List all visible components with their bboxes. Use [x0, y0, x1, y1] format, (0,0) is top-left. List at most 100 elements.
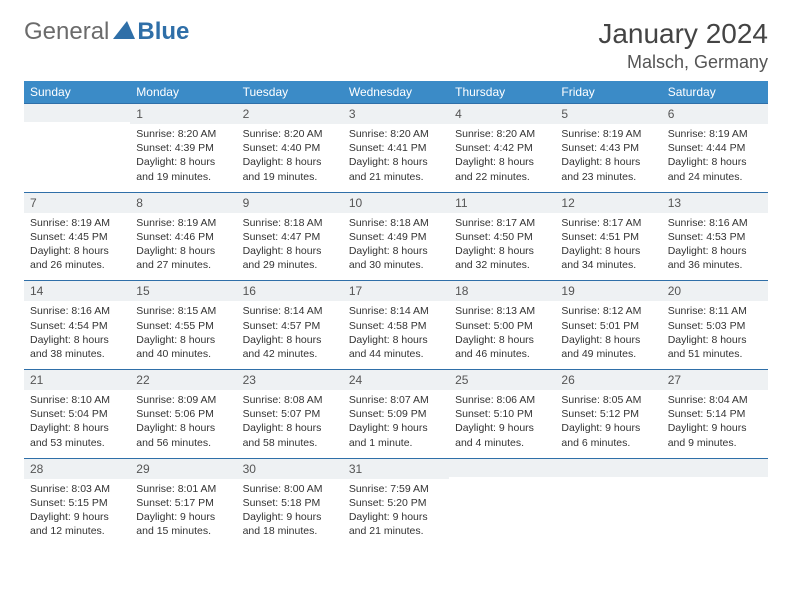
day-number: 28 — [24, 459, 130, 479]
day-cell: 27Sunrise: 8:04 AMSunset: 5:14 PMDayligh… — [662, 370, 768, 459]
day-number — [449, 459, 555, 477]
day-cell: 17Sunrise: 8:14 AMSunset: 4:58 PMDayligh… — [343, 281, 449, 370]
sunset-text: Sunset: 4:46 PM — [136, 230, 230, 244]
day-cell: 19Sunrise: 8:12 AMSunset: 5:01 PMDayligh… — [555, 281, 661, 370]
day-number — [24, 104, 130, 122]
sunrise-text: Sunrise: 8:18 AM — [349, 216, 443, 230]
day-cell: 13Sunrise: 8:16 AMSunset: 4:53 PMDayligh… — [662, 192, 768, 281]
daylight-text: Daylight: 9 hours and 4 minutes. — [455, 421, 549, 449]
day-cell: 24Sunrise: 8:07 AMSunset: 5:09 PMDayligh… — [343, 370, 449, 459]
day-number: 4 — [449, 104, 555, 124]
sunset-text: Sunset: 5:00 PM — [455, 319, 549, 333]
sunset-text: Sunset: 4:50 PM — [455, 230, 549, 244]
day-cell: 9Sunrise: 8:18 AMSunset: 4:47 PMDaylight… — [237, 192, 343, 281]
day-number: 10 — [343, 193, 449, 213]
day-details: Sunrise: 8:01 AMSunset: 5:17 PMDaylight:… — [130, 479, 236, 547]
sunset-text: Sunset: 4:39 PM — [136, 141, 230, 155]
day-cell: 14Sunrise: 8:16 AMSunset: 4:54 PMDayligh… — [24, 281, 130, 370]
day-cell: 1Sunrise: 8:20 AMSunset: 4:39 PMDaylight… — [130, 104, 236, 193]
title-block: January 2024 Malsch, Germany — [598, 18, 768, 73]
day-number: 25 — [449, 370, 555, 390]
daylight-text: Daylight: 8 hours and 24 minutes. — [668, 155, 762, 183]
sunrise-text: Sunrise: 8:19 AM — [30, 216, 124, 230]
day-cell: 21Sunrise: 8:10 AMSunset: 5:04 PMDayligh… — [24, 370, 130, 459]
sunrise-text: Sunrise: 8:01 AM — [136, 482, 230, 496]
day-number: 17 — [343, 281, 449, 301]
day-header: Sunday — [24, 81, 130, 104]
sunset-text: Sunset: 5:15 PM — [30, 496, 124, 510]
daylight-text: Daylight: 9 hours and 9 minutes. — [668, 421, 762, 449]
sunset-text: Sunset: 4:51 PM — [561, 230, 655, 244]
week-row: 21Sunrise: 8:10 AMSunset: 5:04 PMDayligh… — [24, 370, 768, 459]
day-cell: 25Sunrise: 8:06 AMSunset: 5:10 PMDayligh… — [449, 370, 555, 459]
day-cell: 28Sunrise: 8:03 AMSunset: 5:15 PMDayligh… — [24, 458, 130, 546]
daylight-text: Daylight: 8 hours and 40 minutes. — [136, 333, 230, 361]
logo: General Blue — [24, 18, 189, 46]
day-details: Sunrise: 8:04 AMSunset: 5:14 PMDaylight:… — [662, 390, 768, 458]
day-number: 7 — [24, 193, 130, 213]
day-details: Sunrise: 8:13 AMSunset: 5:00 PMDaylight:… — [449, 301, 555, 369]
sunrise-text: Sunrise: 8:16 AM — [668, 216, 762, 230]
sunrise-text: Sunrise: 8:19 AM — [668, 127, 762, 141]
day-details — [449, 477, 555, 527]
sunset-text: Sunset: 4:58 PM — [349, 319, 443, 333]
day-details: Sunrise: 8:17 AMSunset: 4:50 PMDaylight:… — [449, 213, 555, 281]
sunset-text: Sunset: 5:01 PM — [561, 319, 655, 333]
sunrise-text: Sunrise: 8:07 AM — [349, 393, 443, 407]
sunset-text: Sunset: 4:42 PM — [455, 141, 549, 155]
sunrise-text: Sunrise: 8:11 AM — [668, 304, 762, 318]
sunset-text: Sunset: 4:43 PM — [561, 141, 655, 155]
day-details: Sunrise: 8:20 AMSunset: 4:42 PMDaylight:… — [449, 124, 555, 192]
daylight-text: Daylight: 8 hours and 27 minutes. — [136, 244, 230, 272]
sunset-text: Sunset: 4:44 PM — [668, 141, 762, 155]
day-details: Sunrise: 8:14 AMSunset: 4:58 PMDaylight:… — [343, 301, 449, 369]
sunset-text: Sunset: 5:12 PM — [561, 407, 655, 421]
day-details: Sunrise: 8:10 AMSunset: 5:04 PMDaylight:… — [24, 390, 130, 458]
sunset-text: Sunset: 4:49 PM — [349, 230, 443, 244]
sunset-text: Sunset: 5:06 PM — [136, 407, 230, 421]
sunrise-text: Sunrise: 8:20 AM — [349, 127, 443, 141]
sunset-text: Sunset: 4:40 PM — [243, 141, 337, 155]
daylight-text: Daylight: 8 hours and 56 minutes. — [136, 421, 230, 449]
day-number: 19 — [555, 281, 661, 301]
day-number: 15 — [130, 281, 236, 301]
day-number: 20 — [662, 281, 768, 301]
daylight-text: Daylight: 8 hours and 49 minutes. — [561, 333, 655, 361]
sunset-text: Sunset: 5:18 PM — [243, 496, 337, 510]
day-cell: 18Sunrise: 8:13 AMSunset: 5:00 PMDayligh… — [449, 281, 555, 370]
day-details: Sunrise: 8:08 AMSunset: 5:07 PMDaylight:… — [237, 390, 343, 458]
sunset-text: Sunset: 4:45 PM — [30, 230, 124, 244]
month-title: January 2024 — [598, 18, 768, 50]
header: General Blue January 2024 Malsch, German… — [24, 18, 768, 73]
daylight-text: Daylight: 8 hours and 22 minutes. — [455, 155, 549, 183]
daylight-text: Daylight: 8 hours and 19 minutes. — [136, 155, 230, 183]
day-details: Sunrise: 8:15 AMSunset: 4:55 PMDaylight:… — [130, 301, 236, 369]
day-header: Thursday — [449, 81, 555, 104]
day-number: 23 — [237, 370, 343, 390]
day-details: Sunrise: 8:07 AMSunset: 5:09 PMDaylight:… — [343, 390, 449, 458]
sunset-text: Sunset: 5:09 PM — [349, 407, 443, 421]
daylight-text: Daylight: 8 hours and 23 minutes. — [561, 155, 655, 183]
daylight-text: Daylight: 8 hours and 26 minutes. — [30, 244, 124, 272]
day-details — [555, 477, 661, 527]
week-row: 28Sunrise: 8:03 AMSunset: 5:15 PMDayligh… — [24, 458, 768, 546]
day-cell: 8Sunrise: 8:19 AMSunset: 4:46 PMDaylight… — [130, 192, 236, 281]
daylight-text: Daylight: 8 hours and 21 minutes. — [349, 155, 443, 183]
sunset-text: Sunset: 5:14 PM — [668, 407, 762, 421]
day-number: 13 — [662, 193, 768, 213]
daylight-text: Daylight: 8 hours and 36 minutes. — [668, 244, 762, 272]
sunset-text: Sunset: 4:55 PM — [136, 319, 230, 333]
day-cell: 3Sunrise: 8:20 AMSunset: 4:41 PMDaylight… — [343, 104, 449, 193]
day-details: Sunrise: 8:05 AMSunset: 5:12 PMDaylight:… — [555, 390, 661, 458]
day-cell: 4Sunrise: 8:20 AMSunset: 4:42 PMDaylight… — [449, 104, 555, 193]
day-details: Sunrise: 8:20 AMSunset: 4:41 PMDaylight:… — [343, 124, 449, 192]
daylight-text: Daylight: 8 hours and 30 minutes. — [349, 244, 443, 272]
sunset-text: Sunset: 5:07 PM — [243, 407, 337, 421]
day-cell: 2Sunrise: 8:20 AMSunset: 4:40 PMDaylight… — [237, 104, 343, 193]
sunset-text: Sunset: 5:20 PM — [349, 496, 443, 510]
day-header: Monday — [130, 81, 236, 104]
day-details: Sunrise: 8:16 AMSunset: 4:53 PMDaylight:… — [662, 213, 768, 281]
daylight-text: Daylight: 8 hours and 53 minutes. — [30, 421, 124, 449]
day-number: 26 — [555, 370, 661, 390]
day-details: Sunrise: 8:17 AMSunset: 4:51 PMDaylight:… — [555, 213, 661, 281]
